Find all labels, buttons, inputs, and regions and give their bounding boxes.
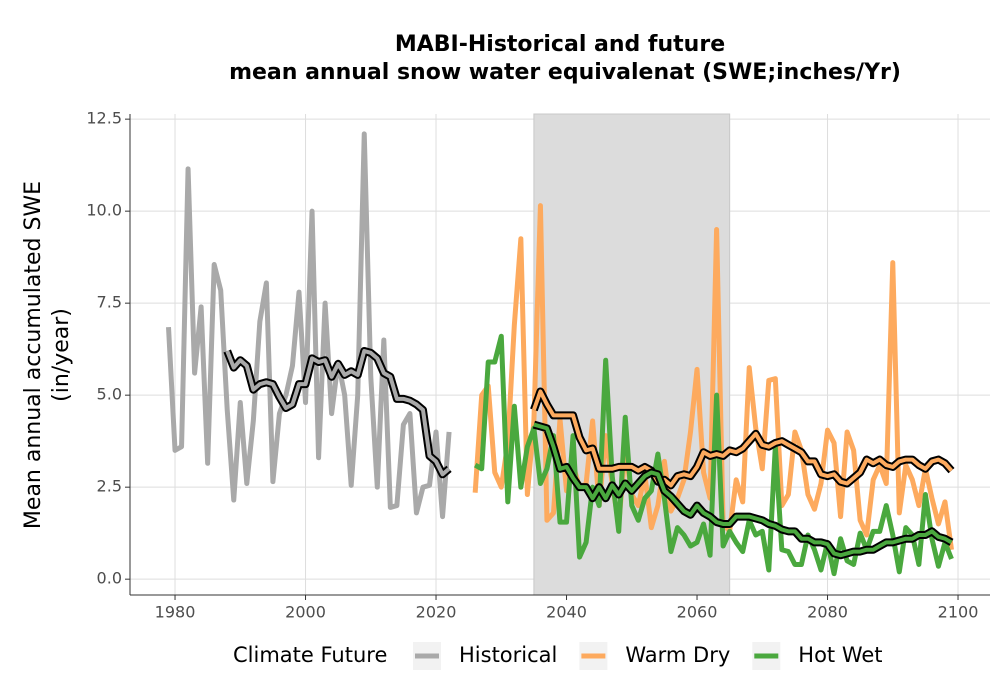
series-line: [472, 203, 954, 551]
x-tick-label: 2000: [285, 603, 326, 622]
y-tick-label: 12.5: [86, 109, 122, 128]
legend-title: Climate Future: [233, 643, 387, 667]
x-tick-label: 2020: [416, 603, 457, 622]
y-axis-label: (in/year): [49, 308, 74, 402]
smooth-line: [225, 349, 451, 477]
x-tick-label: 2060: [677, 603, 718, 622]
y-tick-label: 5.0: [97, 385, 122, 404]
x-tick-label: 2040: [546, 603, 587, 622]
y-axis-label: Mean annual accumulated SWE: [21, 181, 46, 529]
legend-label: Historical: [459, 643, 557, 667]
series-line: [166, 131, 452, 520]
y-tick-label: 7.5: [97, 293, 122, 312]
y-tick-label: 0.0: [97, 569, 122, 588]
y-tick-label: 10.0: [86, 201, 122, 220]
legend-label: Hot Wet: [798, 643, 882, 667]
smooth-line: [533, 422, 953, 558]
chart-title: MABI-Historical and future: [395, 32, 725, 57]
chart-title: mean annual snow water equivalenat (SWE;…: [229, 60, 901, 85]
smooth-outline: [223, 347, 452, 479]
y-tick-label: 2.5: [97, 477, 122, 496]
legend-label: Warm Dry: [625, 643, 730, 667]
x-tick-label: 2100: [938, 603, 979, 622]
x-tick-label: 1980: [155, 603, 196, 622]
x-tick-label: 2080: [807, 603, 848, 622]
smooth-line: [532, 389, 953, 488]
